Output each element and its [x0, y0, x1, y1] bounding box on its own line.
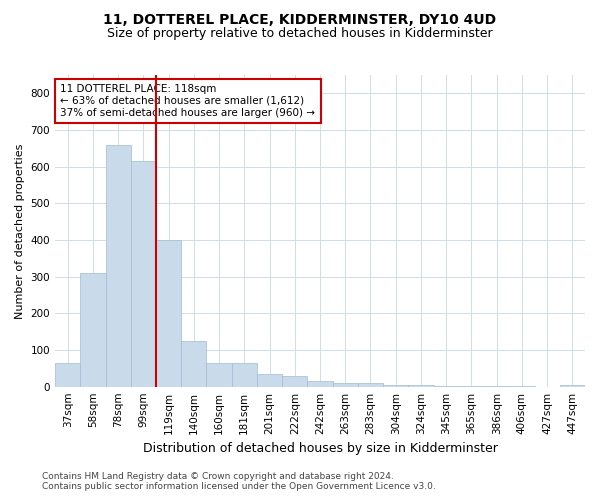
Bar — [106, 144, 131, 386]
Bar — [80, 273, 106, 386]
Bar — [358, 383, 383, 386]
Text: 11 DOTTEREL PLACE: 118sqm
← 63% of detached houses are smaller (1,612)
37% of se: 11 DOTTEREL PLACE: 118sqm ← 63% of detac… — [61, 84, 316, 117]
Bar — [206, 363, 232, 386]
Text: Contains HM Land Registry data © Crown copyright and database right 2024.: Contains HM Land Registry data © Crown c… — [42, 472, 394, 481]
Text: Size of property relative to detached houses in Kidderminster: Size of property relative to detached ho… — [107, 28, 493, 40]
Y-axis label: Number of detached properties: Number of detached properties — [15, 143, 25, 318]
Bar — [282, 376, 307, 386]
X-axis label: Distribution of detached houses by size in Kidderminster: Distribution of detached houses by size … — [143, 442, 497, 455]
Bar — [307, 381, 332, 386]
Bar — [560, 385, 585, 386]
Bar — [181, 341, 206, 386]
Bar — [257, 374, 282, 386]
Bar — [131, 161, 156, 386]
Text: 11, DOTTEREL PLACE, KIDDERMINSTER, DY10 4UD: 11, DOTTEREL PLACE, KIDDERMINSTER, DY10 … — [103, 12, 497, 26]
Bar — [156, 240, 181, 386]
Bar — [332, 383, 358, 386]
Bar — [232, 363, 257, 386]
Text: Contains public sector information licensed under the Open Government Licence v3: Contains public sector information licen… — [42, 482, 436, 491]
Bar — [409, 385, 434, 386]
Bar — [55, 363, 80, 386]
Bar — [383, 385, 409, 386]
